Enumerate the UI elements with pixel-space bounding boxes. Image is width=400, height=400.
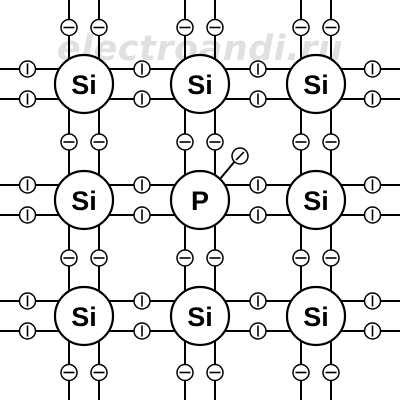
host-atom: Si bbox=[169, 285, 231, 347]
atom-circle bbox=[285, 53, 347, 115]
electron-horizontal-bond bbox=[133, 206, 151, 224]
electron-vertical-bond bbox=[206, 249, 224, 267]
host-atom: Si bbox=[285, 53, 347, 115]
electron-vertical-bond bbox=[206, 18, 224, 37]
electron-vertical-bond bbox=[292, 363, 310, 382]
electron-horizontal-bond bbox=[18, 90, 37, 108]
electron-horizontal-bond bbox=[18, 322, 37, 340]
atoms: Si Si Si Si P Si Si Si Si bbox=[53, 53, 347, 347]
electron-horizontal-bond bbox=[249, 176, 267, 194]
electron-vertical-bond bbox=[90, 249, 108, 267]
electron-vertical-bond bbox=[322, 363, 340, 382]
electron-vertical-bond bbox=[176, 249, 194, 267]
electron-horizontal-bond bbox=[133, 176, 151, 194]
electron-horizontal-bond bbox=[133, 90, 151, 108]
electron-vertical-bond bbox=[176, 18, 194, 37]
atom-label: Si bbox=[187, 70, 213, 100]
host-atom: Si bbox=[285, 169, 347, 231]
atom-circle bbox=[285, 169, 347, 231]
free-electron bbox=[231, 147, 249, 165]
host-atom: Si bbox=[285, 285, 347, 347]
electron-horizontal-bond bbox=[249, 60, 267, 78]
atom-label: Si bbox=[71, 70, 97, 100]
electron-vertical-bond bbox=[292, 249, 310, 267]
electron-vertical-bond bbox=[292, 133, 310, 151]
electron-vertical-bond bbox=[322, 18, 340, 37]
electron-horizontal-bond bbox=[363, 292, 382, 310]
electron-horizontal-bond bbox=[133, 322, 151, 340]
electron-vertical-bond bbox=[60, 363, 78, 382]
electron-horizontal-bond bbox=[249, 90, 267, 108]
host-atom: Si bbox=[169, 53, 231, 115]
host-atom: Si bbox=[53, 169, 115, 231]
atom-label: Si bbox=[303, 302, 329, 332]
electron-vertical-bond bbox=[176, 363, 194, 382]
electron-vertical-bond bbox=[90, 18, 108, 37]
electron-vertical-bond bbox=[322, 249, 340, 267]
electron-vertical-bond bbox=[60, 249, 78, 267]
electron-vertical-bond bbox=[60, 133, 78, 151]
electron-horizontal-bond bbox=[249, 292, 267, 310]
electron-vertical-bond bbox=[90, 363, 108, 382]
atom-circle bbox=[53, 285, 115, 347]
atom-label: Si bbox=[303, 186, 329, 216]
electron-vertical-bond bbox=[90, 133, 108, 151]
atom-circle bbox=[53, 169, 115, 231]
electron-horizontal-bond bbox=[18, 60, 37, 78]
atom-circle bbox=[169, 169, 231, 231]
atom-label: Si bbox=[303, 70, 329, 100]
electron-horizontal-bond bbox=[363, 322, 382, 340]
atom-label: P bbox=[191, 186, 209, 216]
electron-horizontal-bond bbox=[363, 90, 382, 108]
electron-horizontal-bond bbox=[18, 206, 37, 224]
atom-label: Si bbox=[71, 302, 97, 332]
atom-label: Si bbox=[71, 186, 97, 216]
electron-horizontal-bond bbox=[18, 176, 37, 194]
electron-vertical-bond bbox=[60, 18, 78, 37]
host-atom: Si bbox=[53, 285, 115, 347]
host-atom: Si bbox=[53, 53, 115, 115]
atom-circle bbox=[169, 285, 231, 347]
electron-horizontal-bond bbox=[133, 60, 151, 78]
electron-vertical-bond bbox=[322, 133, 340, 151]
electron-vertical-bond bbox=[292, 18, 310, 37]
free-electron-group bbox=[219, 147, 249, 180]
free-electron-bond bbox=[219, 160, 236, 180]
atom-circle bbox=[285, 285, 347, 347]
electron-horizontal-bond bbox=[133, 292, 151, 310]
atom-label: Si bbox=[187, 302, 213, 332]
electron-vertical-bond bbox=[176, 133, 194, 151]
electron-horizontal-bond bbox=[249, 206, 267, 224]
electron-horizontal-bond bbox=[363, 206, 382, 224]
atom-circle bbox=[169, 53, 231, 115]
electron-vertical-bond bbox=[206, 363, 224, 382]
electron-horizontal-bond bbox=[363, 176, 382, 194]
atom-circle bbox=[53, 53, 115, 115]
dopant-atom: P bbox=[169, 169, 231, 231]
electron-vertical-bond bbox=[206, 133, 224, 151]
electron-horizontal-bond bbox=[363, 60, 382, 78]
bond-electrons bbox=[18, 18, 382, 382]
electron-horizontal-bond bbox=[18, 292, 37, 310]
electron-horizontal-bond bbox=[249, 322, 267, 340]
